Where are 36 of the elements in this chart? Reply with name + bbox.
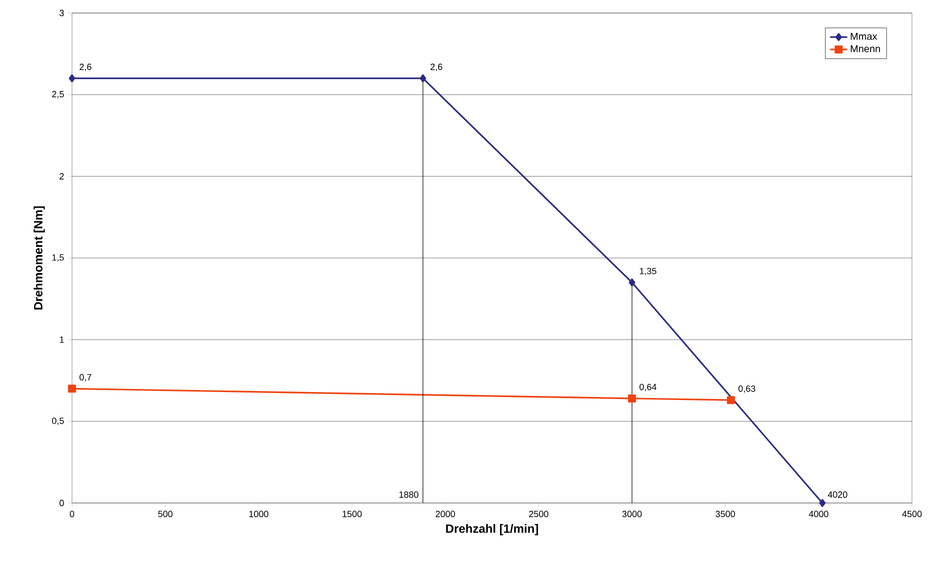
point: [726, 396, 735, 404]
x-tick-label: 2000: [436, 510, 455, 518]
data-label: 0,64: [640, 384, 656, 392]
y-tick-label: 0: [60, 500, 64, 506]
x-tick-label: 1500: [342, 510, 362, 518]
data-label: 2,6: [80, 64, 92, 72]
y-tick-label: 1,5: [52, 254, 64, 262]
x-tick-label: 2500: [529, 510, 548, 518]
data-label: 2,6: [430, 64, 442, 72]
x-tick-label: 3500: [716, 510, 735, 518]
y-tick-label: 2,5: [52, 90, 64, 98]
point: [628, 394, 636, 402]
point: [628, 278, 636, 286]
data-label: 1,35: [640, 268, 656, 276]
y-axis-title: Drehmoment [Nm]: [34, 206, 45, 310]
x-axis-title: Drehzahl [1/min]: [446, 524, 538, 536]
legend-label: Mmax: [850, 32, 878, 40]
x-tick-label: 500: [158, 510, 172, 518]
y-tick-label: 0,5: [52, 418, 64, 426]
legend-label: Mnenn: [850, 45, 880, 52]
data-label: 0,63: [738, 385, 756, 393]
point: [420, 74, 426, 82]
annotation: 4020: [828, 491, 848, 498]
x-tick-label: 4000: [808, 510, 828, 518]
x-tick-label: 1000: [249, 510, 268, 518]
x-tick-label: 3000: [622, 510, 642, 518]
x-tick-label: 0: [70, 510, 74, 518]
y-tick-label: 2: [60, 173, 64, 180]
y-tick-label: 3: [60, 10, 64, 16]
point: [68, 74, 76, 82]
x-tick-label: 4500: [902, 510, 922, 518]
data-label: 0,7: [80, 374, 92, 382]
point: [819, 498, 826, 507]
annotation: 1880: [399, 491, 418, 498]
point: [68, 384, 76, 393]
y-tick-label: 1: [60, 336, 64, 343]
